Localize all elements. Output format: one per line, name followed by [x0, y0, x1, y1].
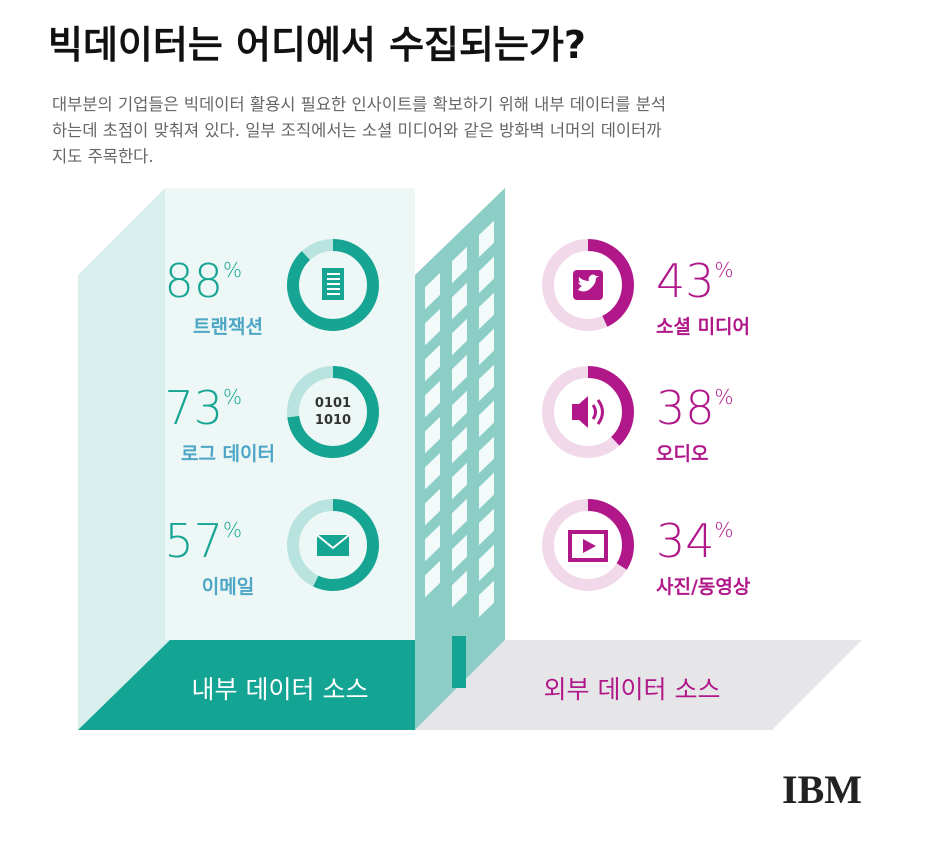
- window: [452, 462, 467, 500]
- icon-bird: [578, 274, 599, 292]
- icon-play: [583, 539, 596, 553]
- icon-text: 1010: [315, 413, 351, 428]
- percent-unit: %: [223, 258, 242, 282]
- window: [452, 282, 467, 320]
- percent-unit: %: [223, 518, 242, 542]
- window: [479, 436, 494, 474]
- logo: IBM: [782, 767, 862, 812]
- window: [452, 318, 467, 356]
- window: [425, 380, 440, 418]
- item-label: 트랜잭션: [193, 316, 263, 338]
- window: [425, 308, 440, 346]
- percent-unit: %: [715, 518, 734, 542]
- window: [452, 246, 467, 284]
- window: [479, 472, 494, 510]
- window: [452, 570, 467, 608]
- window: [479, 544, 494, 582]
- window: [425, 560, 440, 598]
- icon-waves: [591, 399, 604, 425]
- item-label: 이메일: [202, 576, 254, 598]
- donut-arc: [287, 239, 379, 331]
- internal-label: 내부 데이터 소스: [192, 675, 369, 704]
- percent-unit: %: [715, 258, 734, 282]
- window: [425, 416, 440, 454]
- window: [479, 400, 494, 438]
- title: 빅데이터는 어디에서 수집되는가?: [48, 23, 586, 67]
- percent-value: 73: [164, 381, 223, 435]
- door: [452, 636, 466, 688]
- window: [425, 272, 440, 310]
- percent-value: 38: [656, 381, 715, 435]
- donut-arc: [542, 499, 634, 591]
- window: [452, 426, 467, 464]
- percent-value: 88: [164, 254, 223, 308]
- description: 대부분의 기업들은 빅데이터 활용시 필요한 인사이트를 확보하기 위해 내부 …: [52, 95, 666, 114]
- icon-mail-flap: [316, 534, 350, 550]
- window: [479, 328, 494, 366]
- window: [479, 580, 494, 618]
- window: [479, 364, 494, 402]
- icon-text: 0101: [315, 396, 351, 411]
- percent-unit: %: [715, 385, 734, 409]
- external-label: 외부 데이터 소스: [544, 675, 721, 704]
- item-label: 로그 데이터: [181, 443, 275, 465]
- percent: 43%: [656, 254, 734, 308]
- window: [452, 534, 467, 572]
- icon-speaker: [572, 396, 588, 428]
- description: 하는데 초점이 맞춰져 있다. 일부 조직에서는 소셜 미디어와 같은 방화벽 …: [52, 121, 661, 140]
- window: [425, 452, 440, 490]
- internal-floor: [78, 640, 415, 730]
- window: [452, 498, 467, 536]
- percent: 73%: [164, 381, 242, 435]
- window: [452, 390, 467, 428]
- percent-unit: %: [223, 385, 242, 409]
- donut-arc: [287, 499, 379, 591]
- window: [479, 256, 494, 294]
- donut-arc: [542, 366, 634, 458]
- item-label: 소셜 미디어: [656, 316, 750, 338]
- percent-value: 34: [656, 514, 715, 568]
- item-label: 오디오: [656, 443, 708, 465]
- item-label: 사진/동영상: [656, 576, 751, 598]
- donut-arc: [542, 239, 634, 331]
- window: [425, 488, 440, 526]
- percent: 57%: [164, 514, 242, 568]
- donut-arc: [287, 366, 379, 458]
- percent: 34%: [656, 514, 734, 568]
- window: [479, 508, 494, 546]
- percent-value: 57: [164, 514, 223, 568]
- percent: 38%: [656, 381, 734, 435]
- description: 지도 주목한다.: [52, 147, 154, 166]
- icon-film: [568, 530, 608, 562]
- window: [452, 354, 467, 392]
- window: [425, 524, 440, 562]
- percent-value: 43: [656, 254, 715, 308]
- percent: 88%: [164, 254, 242, 308]
- window: [425, 344, 440, 382]
- window: [479, 292, 494, 330]
- external-floor: [415, 640, 862, 730]
- window: [479, 220, 494, 258]
